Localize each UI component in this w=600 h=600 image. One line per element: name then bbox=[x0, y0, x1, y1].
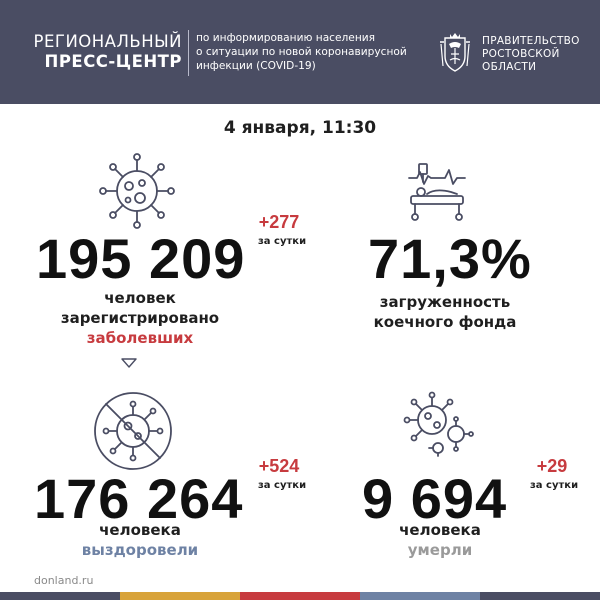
footer-stripe-segment bbox=[240, 592, 360, 600]
hospital-bed-icon bbox=[408, 163, 466, 221]
press-center-title-line2: ПРЕСС-ЦЕНТР bbox=[44, 52, 182, 71]
cases-caption-line1: человек bbox=[104, 289, 176, 307]
deaths-caption-line2: умерли bbox=[407, 541, 473, 559]
cases-caption-line3: заболевших bbox=[86, 329, 194, 347]
deaths-caption-line1: человека bbox=[399, 521, 481, 539]
footer-stripe-segment bbox=[360, 592, 480, 600]
crossed-virus-icon bbox=[94, 392, 172, 470]
cases-caption-line2: зарегистрировано bbox=[60, 309, 220, 327]
recovered-per-day-label: за сутки bbox=[258, 480, 307, 491]
press-center-title: РЕГИОНАЛЬНЫЙ ПРЕСС-ЦЕНТР bbox=[30, 32, 182, 72]
deaths-per-day-label: за сутки bbox=[530, 480, 579, 491]
deaths-caption: человека умерли bbox=[340, 520, 540, 560]
cases-value: 195 209 bbox=[36, 227, 246, 290]
down-arrow-icon bbox=[121, 358, 137, 368]
beds-caption-line1: загруженность bbox=[379, 293, 511, 311]
footer-stripe-segment bbox=[120, 592, 240, 600]
website-link[interactable]: donland.ru bbox=[34, 574, 94, 587]
gov-line1: ПРАВИТЕЛЬСТВО bbox=[482, 35, 580, 47]
beds-value: 71,3% bbox=[368, 227, 532, 290]
gov-line3: ОБЛАСТИ bbox=[482, 61, 537, 73]
gov-line2: РОСТОВСКОЙ bbox=[482, 48, 560, 60]
recovered-caption-line1: человека bbox=[99, 521, 181, 539]
beds-caption: загруженность коечного фонда bbox=[340, 292, 550, 332]
deaths-delta: +29 bbox=[536, 456, 568, 476]
press-center-title-line1: РЕГИОНАЛЬНЫЙ bbox=[33, 32, 182, 51]
description-line2: о ситуации по новой коронавирусной bbox=[196, 46, 407, 58]
cases-delta: +277 bbox=[258, 212, 300, 232]
recovered-caption-line2: выздоровели bbox=[81, 541, 199, 559]
virus-cluster-icon bbox=[403, 391, 474, 457]
recovered-value: 176 264 bbox=[34, 467, 244, 530]
footer-stripe-segment bbox=[0, 592, 120, 600]
footer-stripe bbox=[0, 592, 600, 600]
beds-caption-line2: коечного фонда bbox=[373, 313, 517, 331]
cases-caption: человек зарегистрировано заболевших bbox=[40, 288, 240, 348]
report-date: 4 января, 11:30 bbox=[223, 118, 377, 138]
footer-stripe-segment bbox=[480, 592, 600, 600]
press-center-description: по информированию населения о ситуации п… bbox=[196, 31, 416, 73]
deaths-value: 9 694 bbox=[362, 467, 508, 530]
recovered-delta: +524 bbox=[258, 456, 300, 476]
virus-icon bbox=[99, 153, 175, 229]
description-line3: инфекции (COVID-19) bbox=[196, 60, 316, 72]
recovered-caption: человека выздоровели bbox=[40, 520, 240, 560]
description-line1: по информированию населения bbox=[196, 32, 375, 44]
government-name: ПРАВИТЕЛЬСТВО РОСТОВСКОЙ ОБЛАСТИ bbox=[482, 35, 580, 74]
header-divider bbox=[188, 30, 189, 76]
header-banner: РЕГИОНАЛЬНЫЙ ПРЕСС-ЦЕНТР по информирован… bbox=[0, 0, 600, 104]
cases-per-day-label: за сутки bbox=[258, 236, 307, 247]
coat-of-arms-icon bbox=[440, 33, 470, 72]
